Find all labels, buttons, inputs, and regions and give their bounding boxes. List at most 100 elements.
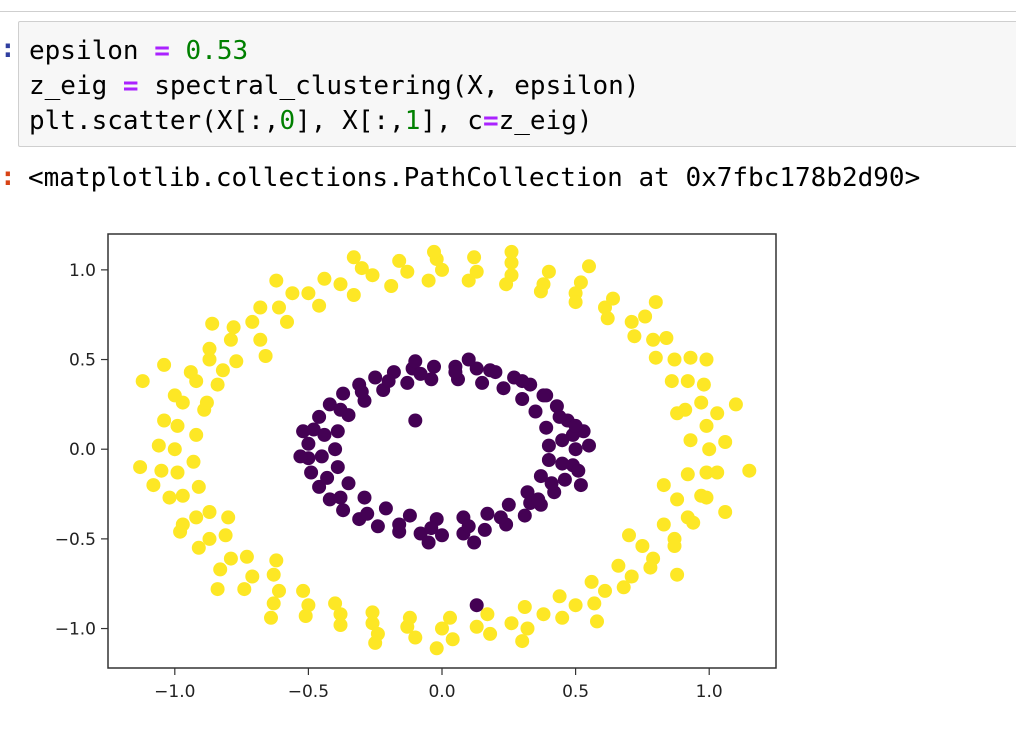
inner-ring-point <box>360 506 375 521</box>
outer-ring-point <box>239 549 254 564</box>
outer-ring-point <box>443 610 457 625</box>
outer-ring-point <box>656 517 671 532</box>
outer-ring-point <box>365 268 380 283</box>
cell-separator <box>0 11 1016 12</box>
outer-ring-point <box>157 413 172 428</box>
inner-ring-point <box>549 399 564 414</box>
y-tick-label: 0.5 <box>69 351 96 371</box>
inner-ring-point <box>480 506 495 521</box>
outer-ring-point <box>584 574 599 589</box>
outer-ring-point <box>587 596 602 611</box>
inner-ring-point <box>531 492 546 507</box>
inner-ring-point <box>475 375 490 390</box>
inner-ring-point <box>322 397 337 412</box>
outer-ring-point <box>435 262 449 277</box>
axes-frame <box>107 233 777 669</box>
code-token: 0 <box>279 106 296 136</box>
inner-ring-point <box>296 424 311 439</box>
code-lines[interactable]: epsilon = 0.53 z_eig = spectral_clusterin… <box>29 34 1016 139</box>
outer-ring-point <box>624 314 639 329</box>
inner-ring-point <box>555 456 570 471</box>
outer-ring-point <box>728 397 743 412</box>
outer-ring-point <box>408 630 423 645</box>
outer-ring-point <box>702 442 717 457</box>
inner-ring-point <box>312 479 327 494</box>
outer-ring-point <box>221 510 236 525</box>
outer-ring-point <box>301 286 316 301</box>
code-line[interactable]: z_eig = spectral_clustering(X, epsilon) <box>29 69 1016 104</box>
outer-ring-point <box>269 553 284 568</box>
outer-ring-point <box>680 467 695 482</box>
inner-ring-point <box>557 472 572 487</box>
outer-ring-point <box>670 492 685 507</box>
outer-ring-point <box>223 551 238 566</box>
outer-ring-point <box>504 255 519 270</box>
outer-ring-point <box>266 567 281 582</box>
code-token: = <box>482 106 499 136</box>
inner-ring-point <box>408 413 423 428</box>
outer-ring-point <box>568 295 583 310</box>
outer-ring-point <box>552 589 567 604</box>
outer-ring-point <box>202 531 217 546</box>
outer-ring-point <box>427 244 441 259</box>
inner-ring-point <box>320 470 335 485</box>
outer-ring-point <box>590 614 604 629</box>
outer-ring-point <box>616 580 631 595</box>
inner-ring-point <box>528 404 543 419</box>
outer-ring-point <box>582 259 596 274</box>
outer-ring-point <box>667 539 682 553</box>
inner-ring-point <box>333 490 348 505</box>
outer-ring-point <box>173 524 188 539</box>
outer-ring-point <box>368 635 383 650</box>
outer-ring-point <box>469 619 484 634</box>
inner-ring-point <box>312 409 327 424</box>
inner-ring-point <box>483 363 498 378</box>
x-tick-label: 0.0 <box>428 682 455 702</box>
code-token: ], c <box>420 106 483 136</box>
outer-ring-point <box>670 406 685 421</box>
inner-ring-point <box>573 478 588 493</box>
inner-ring-point <box>467 535 482 550</box>
x-tick-label: −0.5 <box>288 682 329 702</box>
code-line[interactable]: epsilon = 0.53 <box>29 34 1016 69</box>
outer-ring-point <box>272 300 286 315</box>
outer-ring-point <box>253 332 268 347</box>
code-line[interactable]: plt.scatter(X[:,0], X[:,1], c=z_eig) <box>29 104 1016 139</box>
inner-ring-point <box>533 469 548 484</box>
outer-ring-point <box>210 377 225 392</box>
outer-ring-point <box>157 357 172 372</box>
outer-ring-point <box>354 261 369 276</box>
outer-ring-point <box>312 298 327 313</box>
outer-ring-point <box>167 442 182 457</box>
outer-ring-point <box>606 291 620 306</box>
inner-ring-point <box>402 508 417 523</box>
outer-ring-point <box>664 374 679 389</box>
outer-ring-point <box>191 540 206 555</box>
code-cell-input[interactable]: epsilon = 0.53 z_eig = spectral_clusterin… <box>18 21 1016 147</box>
outer-ring-point <box>520 621 535 636</box>
inner-ring-point <box>381 374 396 389</box>
outer-ring-point <box>710 465 725 480</box>
outer-ring-point <box>296 583 311 598</box>
inner-ring-point <box>515 392 530 406</box>
inner-ring-point <box>421 535 436 550</box>
inner-ring-point <box>571 463 586 478</box>
inner-ring-point <box>336 386 351 401</box>
outer-ring-point <box>365 605 380 620</box>
outer-ring-point <box>624 569 639 584</box>
code-token: 1 <box>404 106 421 136</box>
inner-ring-point <box>541 438 556 453</box>
inner-ring-point <box>496 381 511 396</box>
inner-ring-point <box>448 365 463 380</box>
code-token: z_eig <box>29 71 123 101</box>
outer-ring-point <box>162 490 177 505</box>
axis-ticks: −1.0 −0.5 0.0 0.5 1.0 1.0 0.5 0.0 −0.5 −1.0 <box>55 261 723 702</box>
inner-ring-point <box>424 521 439 536</box>
code-token: z_eig) <box>498 106 593 136</box>
outer-ring-point <box>696 377 711 392</box>
inner-ring-point <box>427 359 441 374</box>
outer-ring-point <box>202 352 217 367</box>
outer-ring-point <box>245 314 260 329</box>
outer-ring-point <box>298 609 313 623</box>
